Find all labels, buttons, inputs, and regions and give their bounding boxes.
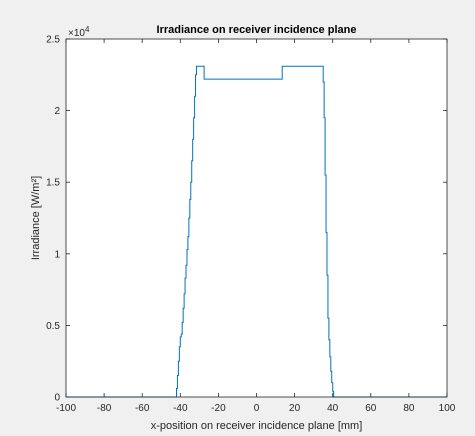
y-tick-label: 2 bbox=[54, 106, 60, 117]
x-tick-label: -40 bbox=[173, 403, 188, 414]
exponent-base: ×10 bbox=[68, 28, 85, 39]
y-tick-label: 0 bbox=[54, 393, 60, 404]
x-tick-label: -20 bbox=[211, 403, 226, 414]
y-tick-label: 1.5 bbox=[46, 178, 60, 189]
x-tick-label: 80 bbox=[403, 403, 415, 414]
plot-area bbox=[66, 65, 447, 398]
exponent-label: ×104 bbox=[68, 25, 90, 39]
x-axis-label: x-position on receiver incidence plane [… bbox=[151, 420, 363, 432]
irradiance-series-line bbox=[66, 65, 447, 398]
axes-background bbox=[66, 39, 447, 397]
x-tick-label: -80 bbox=[97, 403, 112, 414]
chart-title: Irradiance on receiver incidence plane bbox=[157, 24, 357, 36]
svg-text:×104: ×104 bbox=[68, 25, 90, 39]
x-tick-label: -100 bbox=[56, 403, 76, 414]
x-tick-label: 60 bbox=[365, 403, 377, 414]
x-axis: -100 -80 -60 -40 -20 0 20 40 60 80 100 bbox=[56, 39, 456, 414]
y-tick-label: 2.5 bbox=[46, 35, 60, 46]
y-tick-label: 0.5 bbox=[46, 321, 60, 332]
x-tick-label: 100 bbox=[439, 403, 456, 414]
y-axis: 0 0.5 1 1.5 2 2.5 bbox=[46, 35, 447, 404]
x-tick-label: -60 bbox=[135, 403, 150, 414]
x-tick-label: 0 bbox=[254, 403, 260, 414]
y-tick-label: 1 bbox=[54, 249, 60, 260]
y-axis-label: Irradiance [W/m²] bbox=[30, 176, 42, 260]
x-tick-label: 20 bbox=[289, 403, 301, 414]
exponent-power: 4 bbox=[85, 25, 90, 34]
x-tick-label: 40 bbox=[327, 403, 339, 414]
